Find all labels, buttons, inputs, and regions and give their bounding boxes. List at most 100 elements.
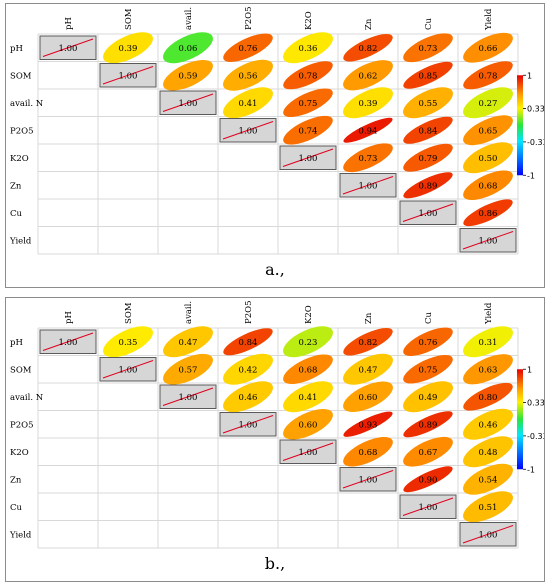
correlation-ellipse xyxy=(283,88,333,118)
column-label-a: P2O5 xyxy=(244,6,254,30)
correlation-ellipse xyxy=(223,33,273,62)
diagonal-mark xyxy=(462,525,514,544)
correlation-value: 0.82 xyxy=(359,44,378,54)
diagonal-mark xyxy=(162,93,214,112)
diagonal-mark xyxy=(282,148,334,167)
correlation-matrix-a: pH SOM avail. N P2O5 K2O Zn Cu Yield pH SOM avail.… xyxy=(9,4,544,255)
diagonal-mark xyxy=(462,231,514,250)
correlation-ellipse xyxy=(283,354,333,385)
correlation-value: 0.56 xyxy=(239,71,258,81)
column-label-a: K2O xyxy=(304,11,314,30)
correlation-ellipse xyxy=(343,143,393,173)
correlation-value: 0.74 xyxy=(299,126,318,136)
correlation-value: 1.00 xyxy=(359,475,378,485)
correlation-value: 0.31 xyxy=(479,338,498,348)
correlation-ellipse xyxy=(343,328,393,356)
correlation-ellipse xyxy=(463,61,513,90)
row-label-a: SOM xyxy=(10,71,32,81)
correlation-value: 0.55 xyxy=(419,99,438,109)
row-label-b: avail. N xyxy=(10,393,44,403)
diagonal-mark xyxy=(342,470,394,489)
correlation-ellipse xyxy=(463,199,513,227)
correlation-ellipse xyxy=(163,32,213,64)
row-label-a: pH xyxy=(10,44,23,54)
correlation-ellipse xyxy=(403,327,453,356)
correlation-panel-b: pH SOM avail. N P2O5 K2O Zn Cu Yield pH SOM avail.… xyxy=(5,297,545,582)
correlation-panel-a: pH SOM avail. N P2O5 K2O Zn Cu Yield pH SOM avail.… xyxy=(5,3,545,288)
correlation-value: 1.00 xyxy=(119,71,138,81)
correlation-ellipse xyxy=(343,87,393,119)
correlation-value: 0.27 xyxy=(479,99,498,109)
correlation-value: 0.63 xyxy=(479,365,498,375)
panel-caption-b: b., xyxy=(264,554,286,573)
correlation-ellipse xyxy=(163,353,213,385)
correlation-ellipse xyxy=(403,61,453,89)
correlation-value: 0.51 xyxy=(479,503,498,513)
correlation-ellipse xyxy=(283,326,333,358)
correlation-ellipse xyxy=(403,411,453,438)
diagonal-mark xyxy=(42,332,94,351)
correlation-value: 0.76 xyxy=(419,338,438,348)
diagonal-mark xyxy=(342,176,394,195)
correlation-ellipse xyxy=(343,117,393,143)
correlation-value: 1.00 xyxy=(299,448,318,458)
correlation-ellipse xyxy=(403,436,453,467)
column-label-b: K2O xyxy=(304,305,314,324)
correlation-ellipse xyxy=(463,32,513,63)
correlation-ellipse xyxy=(463,87,513,119)
correlation-ellipse xyxy=(403,33,453,63)
correlation-value: 1.00 xyxy=(359,181,378,191)
correlation-ellipse xyxy=(463,491,513,523)
correlation-value: 1.00 xyxy=(479,236,498,246)
correlation-value: 1.00 xyxy=(179,393,198,403)
correlation-value: 1.00 xyxy=(239,126,258,136)
column-label-a: avail. N xyxy=(184,4,194,30)
correlation-value: 0.78 xyxy=(479,71,498,81)
diagonal-mark xyxy=(102,360,154,379)
correlation-value: 0.06 xyxy=(179,44,198,54)
row-label-a: P2O5 xyxy=(10,126,34,136)
correlation-value: 0.75 xyxy=(299,99,318,109)
colorbar-tick-label: 1 xyxy=(527,365,532,374)
row-label-b: pH xyxy=(10,338,23,348)
correlation-value: 0.80 xyxy=(479,393,498,403)
correlation-matrix-b: pH SOM avail. N P2O5 K2O Zn Cu Yield pH SOM avail.… xyxy=(9,298,544,549)
colorbar-tick-label: 0.333 xyxy=(527,399,544,408)
correlation-value: 0.75 xyxy=(419,365,438,375)
correlation-ellipse xyxy=(223,381,273,413)
correlation-ellipse xyxy=(223,328,273,356)
correlation-ellipse xyxy=(283,115,333,145)
correlation-value: 1.00 xyxy=(59,44,78,54)
correlation-value: 1.00 xyxy=(179,99,198,109)
row-label-a: Zn xyxy=(10,181,22,191)
correlation-value: 0.60 xyxy=(359,393,378,403)
row-label-a: avail. N xyxy=(10,99,44,109)
diagonal-mark xyxy=(162,387,214,406)
column-label-b: Yield xyxy=(484,302,494,325)
diagonal-mark xyxy=(282,442,334,461)
panel-caption-a: a., xyxy=(265,260,285,279)
correlation-value: 0.41 xyxy=(299,393,318,403)
correlation-value: 0.50 xyxy=(479,154,498,164)
correlation-ellipse xyxy=(103,326,153,358)
correlation-value: 1.00 xyxy=(419,209,438,219)
correlation-ellipse xyxy=(343,34,393,62)
diagonal-mark xyxy=(222,415,274,434)
correlation-ellipse xyxy=(223,87,273,119)
correlation-ellipse xyxy=(223,59,273,91)
correlation-ellipse xyxy=(223,353,273,385)
correlation-ellipse xyxy=(463,382,513,411)
colorbar-tick-label: -1 xyxy=(527,171,535,180)
row-label-a: Yield xyxy=(9,236,32,246)
correlation-value: 0.68 xyxy=(479,181,498,191)
row-label-b: Zn xyxy=(10,475,22,485)
correlation-value: 0.60 xyxy=(299,420,318,430)
row-label-b: Cu xyxy=(10,503,23,513)
correlation-value: 0.39 xyxy=(119,44,138,54)
column-label-b: P2O5 xyxy=(244,300,254,324)
colorbar xyxy=(517,369,523,470)
column-label-a: pH xyxy=(64,17,74,30)
correlation-value: 0.79 xyxy=(419,154,438,164)
diagonal-mark xyxy=(42,38,94,57)
correlation-value: 0.84 xyxy=(419,126,438,136)
